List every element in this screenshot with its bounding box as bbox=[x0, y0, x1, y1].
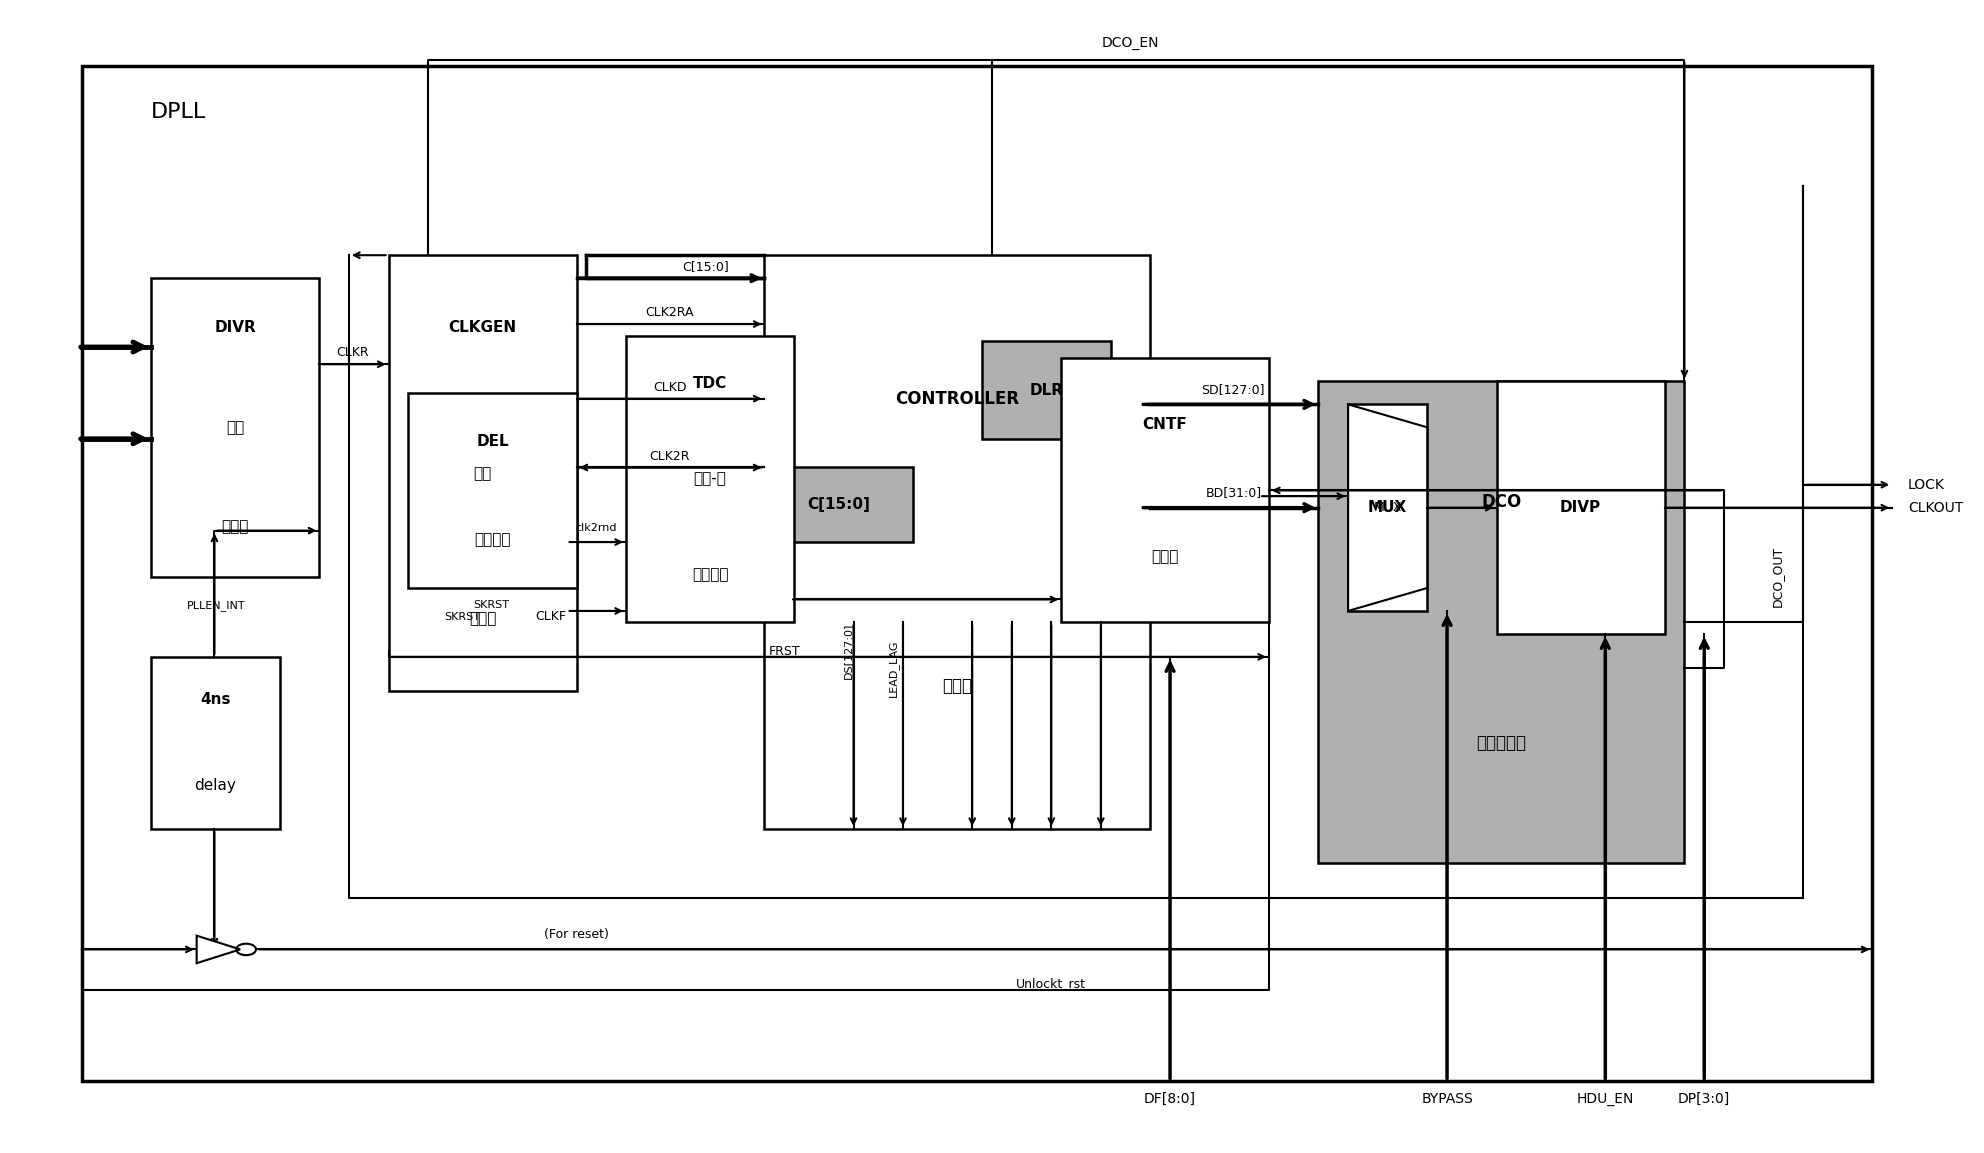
Text: SKRST: SKRST bbox=[444, 611, 480, 621]
Text: TDC: TDC bbox=[692, 376, 728, 391]
Text: DCO_OUT: DCO_OUT bbox=[1772, 545, 1784, 608]
FancyBboxPatch shape bbox=[1061, 359, 1270, 623]
Text: DP[3:0]: DP[3:0] bbox=[1678, 1092, 1730, 1106]
FancyBboxPatch shape bbox=[409, 393, 577, 588]
FancyBboxPatch shape bbox=[151, 657, 280, 829]
Text: Unlockt_rst: Unlockt_rst bbox=[1016, 978, 1087, 990]
Text: SD[127:0]: SD[127:0] bbox=[1202, 383, 1266, 395]
FancyBboxPatch shape bbox=[1319, 382, 1684, 864]
Text: 4ns: 4ns bbox=[200, 692, 230, 707]
Text: 输入: 输入 bbox=[226, 420, 244, 435]
Polygon shape bbox=[1347, 405, 1426, 611]
FancyBboxPatch shape bbox=[389, 255, 577, 692]
Text: DCO: DCO bbox=[1482, 493, 1522, 511]
Text: 控制器: 控制器 bbox=[942, 677, 972, 694]
Text: CONTROLLER: CONTROLLER bbox=[895, 390, 1020, 408]
Text: CNTF: CNTF bbox=[1143, 417, 1188, 432]
FancyBboxPatch shape bbox=[764, 467, 913, 542]
Polygon shape bbox=[196, 935, 240, 963]
Text: DIVP: DIVP bbox=[1559, 500, 1601, 515]
FancyBboxPatch shape bbox=[627, 336, 794, 623]
Text: 发生器: 发生器 bbox=[468, 611, 496, 626]
FancyBboxPatch shape bbox=[1496, 382, 1665, 634]
FancyBboxPatch shape bbox=[1347, 405, 1426, 611]
Text: C[15:0]: C[15:0] bbox=[682, 261, 728, 273]
Text: MUX: MUX bbox=[1373, 502, 1403, 514]
Text: MUX: MUX bbox=[1369, 500, 1407, 515]
Text: CLKGEN: CLKGEN bbox=[448, 321, 516, 336]
Text: DPLL: DPLL bbox=[151, 101, 206, 122]
Text: C[15:0]: C[15:0] bbox=[807, 497, 871, 512]
Text: 延迟单元: 延迟单元 bbox=[474, 532, 510, 547]
Text: 字转换器: 字转换器 bbox=[692, 567, 728, 582]
Text: 分频器: 分频器 bbox=[222, 519, 248, 534]
Text: DF[8:0]: DF[8:0] bbox=[1145, 1092, 1196, 1106]
FancyBboxPatch shape bbox=[81, 66, 1873, 1082]
Text: HDU_EN: HDU_EN bbox=[1577, 1092, 1635, 1106]
FancyBboxPatch shape bbox=[151, 278, 319, 576]
Text: LEAD_LAG: LEAD_LAG bbox=[887, 640, 899, 698]
Text: 计数器: 计数器 bbox=[1151, 549, 1178, 564]
Text: delay: delay bbox=[194, 778, 236, 793]
Text: clk2rnd: clk2rnd bbox=[575, 523, 617, 534]
Text: DEL: DEL bbox=[476, 435, 508, 450]
Text: 时间-数: 时间-数 bbox=[694, 472, 726, 487]
Text: CLKD: CLKD bbox=[653, 380, 686, 393]
Text: 数字振荡器: 数字振荡器 bbox=[1476, 733, 1526, 752]
Text: FRST: FRST bbox=[768, 645, 800, 657]
Text: CLKR: CLKR bbox=[337, 346, 369, 360]
Text: BYPASS: BYPASS bbox=[1421, 1092, 1472, 1106]
Text: CLK2R: CLK2R bbox=[649, 450, 690, 462]
Text: LOCK: LOCK bbox=[1909, 477, 1944, 491]
Text: DCO_EN: DCO_EN bbox=[1101, 36, 1159, 50]
Text: CLKF: CLKF bbox=[536, 610, 567, 623]
Text: 时钟: 时钟 bbox=[474, 466, 492, 481]
FancyBboxPatch shape bbox=[764, 255, 1151, 829]
Text: SKRST: SKRST bbox=[474, 601, 510, 610]
Text: DS[127:0]: DS[127:0] bbox=[843, 623, 853, 679]
Text: (For reset): (For reset) bbox=[544, 928, 609, 941]
Text: CLKOUT: CLKOUT bbox=[1909, 500, 1964, 514]
FancyBboxPatch shape bbox=[982, 341, 1111, 439]
Text: DLR: DLR bbox=[1030, 383, 1063, 398]
Text: PLLEN_INT: PLLEN_INT bbox=[186, 600, 246, 611]
Text: DIVR: DIVR bbox=[214, 321, 256, 336]
Text: CLK2RA: CLK2RA bbox=[645, 306, 694, 319]
Text: BD[31:0]: BD[31:0] bbox=[1206, 487, 1262, 499]
